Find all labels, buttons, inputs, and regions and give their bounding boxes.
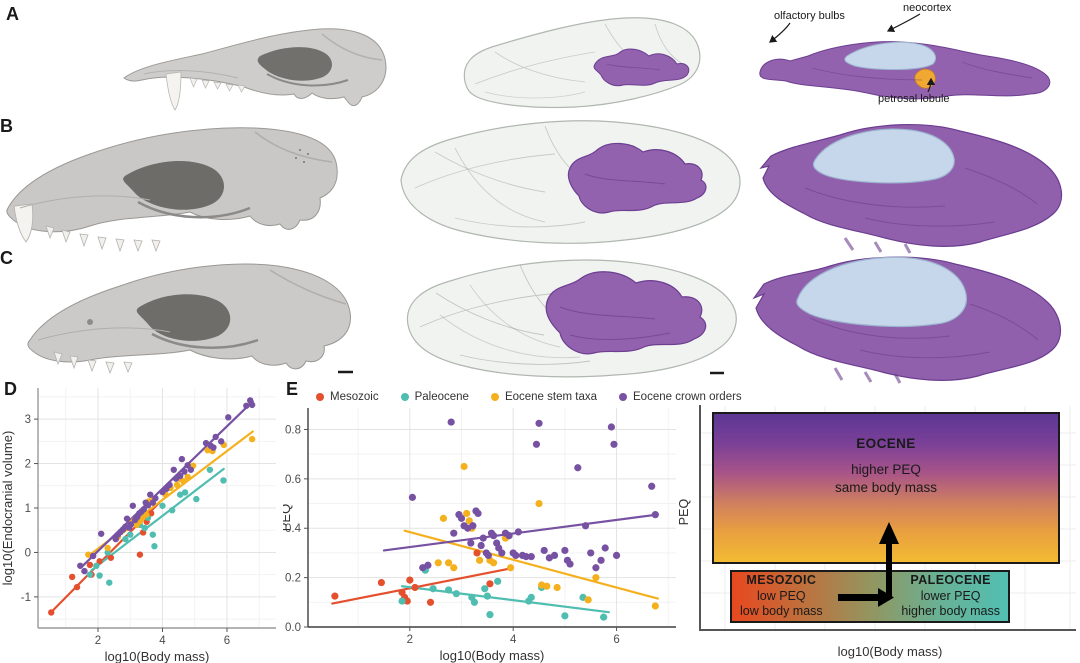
legend-label-paleocene: Paleocene [414,391,469,403]
svg-text:log10(Body mass): log10(Body mass) [105,649,210,663]
legend-item-eocene-stem: Eocene stem taxa [490,391,597,403]
panel-label-c: C [0,248,13,268]
legend-item-eocene-crown: Eocene crown orders [619,391,742,403]
panel-label-e: E [286,379,299,399]
svg-text:3: 3 [25,414,31,426]
schematic-ylabel: PEQ [677,498,691,526]
teeth-row-c [53,351,133,375]
neocortex-region-c [796,256,967,327]
skull-illustration-c [27,263,351,375]
panel-label-b: B [0,116,13,136]
endocast-3d-b [759,124,1063,254]
svg-text:2: 2 [95,635,101,647]
panel-label-d: D [4,379,17,399]
legend-label-eocene-stem: Eocene stem taxa [504,391,597,403]
legend-label-eocene-crown: Eocene crown orders [633,391,742,403]
svg-text:0.0: 0.0 [285,622,301,634]
eocene-line1: higher PEQ [851,462,921,477]
legend-item-mesozoic: Mesozoic [316,391,379,403]
svg-text:0: 0 [25,547,31,559]
panel-e-legend: Mesozoic Paleocene Eocene stem taxa Eoce… [316,391,742,403]
mesozoic-line2: low body mass [740,604,823,619]
endocast-in-skull-a [593,48,690,87]
svg-text:PEQ: PEQ [283,504,293,531]
endocast-in-skull-c [545,271,707,355]
svg-text:log10(Endocranial volume): log10(Endocranial volume) [0,431,15,586]
legend-dot-eocene-stem [490,393,499,401]
legend-label-mesozoic: Mesozoic [330,391,379,403]
svg-text:4: 4 [510,634,517,646]
svg-text:0.6: 0.6 [285,474,301,486]
panel-e-chart: 2 4 6 0.0 0.2 0.4 0.6 0.8 log10(Body mass) PEQ [283,408,676,663]
teeth-row-a [189,77,246,93]
ct-skull-a [463,17,701,109]
svg-text:0.4: 0.4 [285,523,302,535]
ct-skull-c [406,259,737,378]
eocene-box: EOCENE higher PEQ same body mass [712,412,1060,564]
eocene-line2: same body mass [834,480,938,496]
endocast-body-a [759,41,1051,100]
mesozoic-title: MESOZOIC [746,573,817,588]
annotation-neocortex: neocortex [903,2,952,14]
teeth-row-b [45,225,161,253]
schematic-xlabel: log10(Body mass) [837,644,943,659]
svg-text:4: 4 [159,635,166,647]
legend-dot-paleocene [400,393,409,401]
mesozoic-line1: low PEQ [757,588,806,603]
endocast-3d-c [752,256,1062,384]
legend-dot-mesozoic [316,393,324,401]
paleocene-line1: lower PEQ [920,588,981,603]
legend-dot-eocene-crown [619,393,627,401]
svg-text:0.2: 0.2 [285,573,301,585]
svg-text:1: 1 [25,503,31,515]
panel-label-a: A [6,4,19,24]
eocene-title: EOCENE [856,436,916,451]
mesozoic-block: MESOZOIC low PEQ low body mass [740,573,823,620]
svg-text:6: 6 [224,635,230,647]
annotation-olfactory-bulbs: olfactory bulbs [774,10,845,22]
neocortex-region-a [844,41,936,70]
ct-skull-b [400,120,741,244]
panel-d-chart: 2 4 6 -1 0 1 2 3 log10(Body mass) log10(Endocrani… [0,388,276,663]
legend-item-paleocene: Paleocene [400,391,469,403]
svg-text:2: 2 [25,459,31,471]
paleocene-line2: higher body mass [901,604,1000,619]
neocortex-region-b [812,128,955,184]
svg-text:2: 2 [407,634,413,646]
endocast-in-skull-b [567,142,707,214]
svg-text:0.8: 0.8 [285,424,301,436]
paleocene-title: PALEOCENE [910,573,991,588]
skull-illustration-b [6,127,338,253]
mesozoic-paleocene-box: MESOZOIC low PEQ low body mass PALEOCENE… [730,570,1010,623]
svg-text:-1: -1 [21,592,31,604]
schematic-spines [699,405,1076,631]
paleocene-block: PALEOCENE lower PEQ higher body mass [901,573,1000,620]
schematic-panel: PEQ EOCENE higher PEQ same body mass MES… [677,380,1080,663]
svg-text:log10(Body mass): log10(Body mass) [440,648,545,663]
svg-text:6: 6 [613,634,619,646]
annotation-petrosal-lobule: petrosal lobule [878,93,950,105]
skull-illustration-a [123,28,387,111]
